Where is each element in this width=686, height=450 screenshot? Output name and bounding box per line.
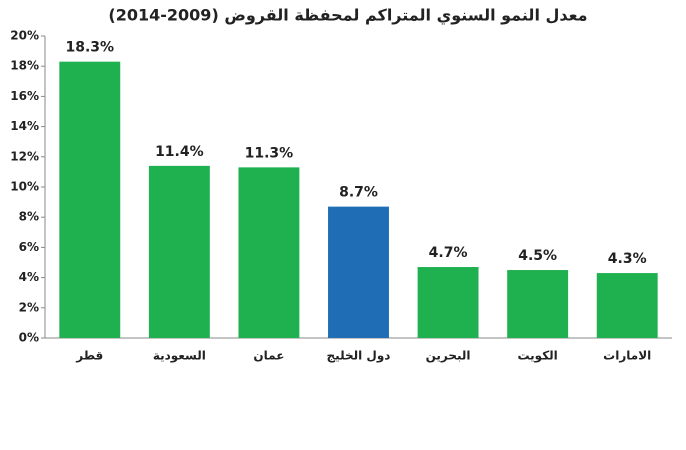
value-label: 18.3% <box>65 40 114 56</box>
y-tick-label: 14% <box>10 119 39 133</box>
bar <box>238 167 300 338</box>
bar <box>507 270 569 338</box>
y-tick-label: 18% <box>10 59 39 73</box>
chart-title: معدل النمو السنوي المتراكم لمحفظة القروض… <box>108 6 587 26</box>
y-tick-label: 20% <box>10 29 39 43</box>
y-tick-label: 6% <box>19 240 39 254</box>
value-label: 11.3% <box>245 145 294 161</box>
y-tick-label: 2% <box>19 300 39 314</box>
y-tick-label: 8% <box>19 210 39 224</box>
value-label: 8.7% <box>339 185 378 201</box>
bar <box>59 61 121 339</box>
x-tick-label: السعودية <box>153 349 206 364</box>
x-tick-label: قطر <box>75 349 103 363</box>
bar <box>596 273 658 338</box>
y-tick-label: 12% <box>10 149 39 163</box>
x-tick-label: عمان <box>253 349 284 363</box>
value-label: 4.7% <box>429 245 468 261</box>
bar <box>148 165 210 338</box>
x-tick-label: دول الخليج <box>327 349 391 364</box>
value-label: 11.4% <box>155 144 204 160</box>
x-tick-label: البحرين <box>426 349 471 363</box>
y-tick-label: 0% <box>19 331 39 345</box>
bar <box>417 267 479 338</box>
x-tick-label: الامارات <box>603 349 651 363</box>
y-tick-label: 10% <box>10 180 39 194</box>
bar <box>328 206 389 338</box>
value-label: 4.5% <box>518 248 557 264</box>
x-tick-label: الكويت <box>517 349 557 364</box>
y-tick-label: 4% <box>19 270 39 284</box>
y-tick-label: 16% <box>10 89 39 103</box>
value-label: 4.3% <box>608 251 647 267</box>
